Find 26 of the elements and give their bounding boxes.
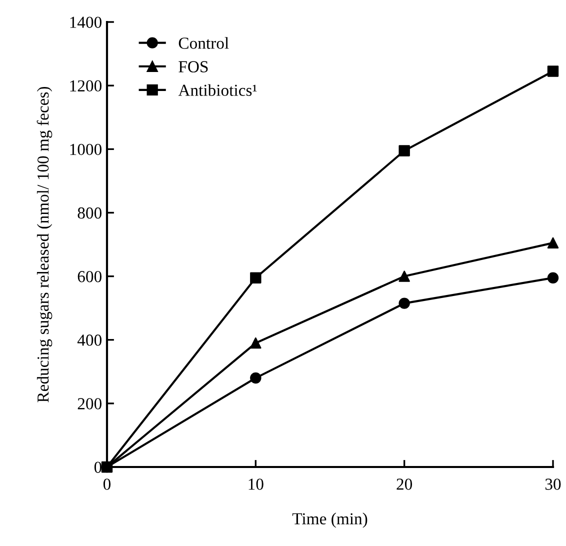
point — [250, 372, 262, 384]
point — [250, 272, 262, 284]
legend-label: Control — [178, 37, 229, 49]
y-tick-label: 600 — [78, 270, 102, 282]
point — [547, 237, 559, 249]
x-tick-label: 0 — [103, 478, 111, 490]
legend-label: FOS — [178, 61, 208, 72]
y-tick-label: 0 — [94, 462, 102, 473]
point — [398, 270, 410, 282]
point — [547, 272, 559, 284]
x-tick-label: 30 — [545, 478, 561, 490]
point — [250, 337, 262, 349]
x-tick-label: 10 — [248, 478, 264, 490]
x-axis-title: Time (min) — [292, 512, 368, 528]
y-tick-label: 200 — [78, 398, 102, 410]
y-tick-label: 1200 — [70, 80, 102, 92]
x-tick-label: 20 — [396, 478, 412, 490]
point — [398, 298, 410, 309]
point — [398, 145, 410, 156]
legend-label: Antibiotics¹ — [178, 84, 257, 96]
y-tick-label: 1000 — [70, 144, 102, 156]
y-tick-label: 400 — [77, 334, 102, 346]
y-tick-label: 1400 — [70, 16, 102, 28]
y-tick-label: 800 — [78, 207, 102, 219]
point — [547, 66, 559, 77]
y-axis-title: Reducing sugars released (nmol/ 100 mg feces) — [36, 86, 52, 402]
